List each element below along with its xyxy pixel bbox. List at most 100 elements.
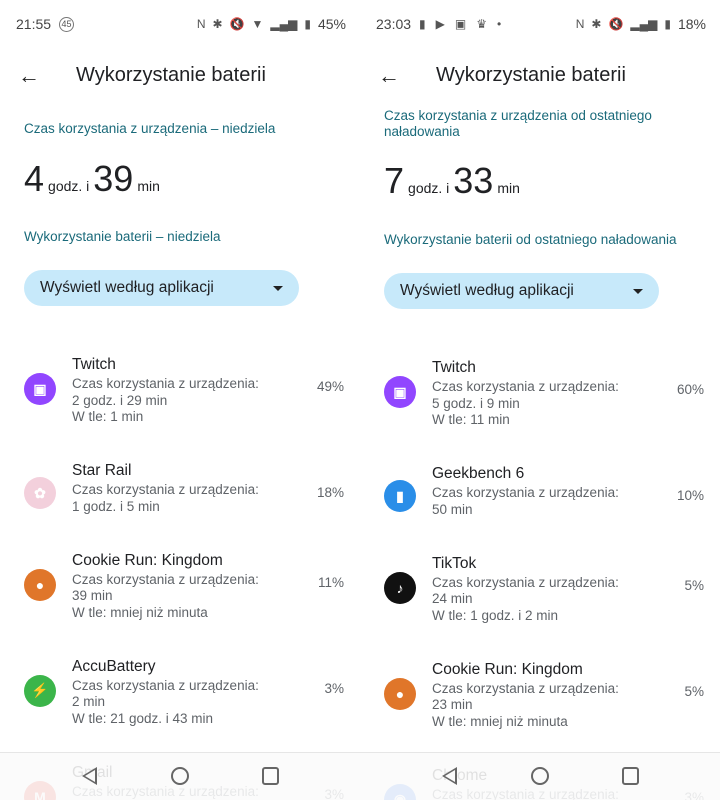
wifi-icon: ▼ — [251, 17, 264, 31]
app-list: ▣ Twitch Czas korzystania z urządzenia: 2 … — [0, 355, 360, 800]
app-usage-item[interactable]: ● Cookie Run: Kingdom Czas korzystania z … — [360, 660, 720, 731]
back-triangle-icon — [442, 767, 457, 785]
notification-icon: ▮ — [419, 17, 426, 31]
usage-detail: 24 min — [432, 591, 473, 607]
mute-icon: 🔇 — [608, 17, 624, 31]
dropdown-label: Wyświetl według aplikacji — [40, 279, 214, 296]
minutes-unit: min — [497, 180, 520, 196]
app-name: Cookie Run: Kingdom — [432, 660, 583, 678]
home-nav-button[interactable] — [531, 767, 551, 787]
usage-detail: 23 min — [432, 697, 473, 713]
geekbench-icon: ▮ — [384, 480, 416, 513]
battery-icon: ▮ — [664, 17, 671, 31]
recents-nav-button[interactable] — [262, 767, 282, 787]
battery-percent-usage: 5% — [684, 577, 704, 593]
usage-detail: Czas korzystania z urządzenia: — [72, 376, 259, 391]
app-name: Twitch — [72, 356, 116, 373]
battery-usage-screen: 23:03 ▮ ▶ ▣ ♛ • N ✱ 🔇 ▂▄▆ ▮ 18% ← Wykorzystanie bat… — [360, 0, 720, 800]
usage-detail: Czas korzystania z urządzenia: — [432, 680, 619, 696]
dropdown-arrow-icon — [273, 285, 283, 291]
usage-detail: Czas korzystania z urządzenia: — [432, 379, 619, 394]
twitch-icon: ▣ — [384, 376, 416, 408]
app-name: Star Rail — [72, 462, 132, 480]
minutes-value: 39 — [93, 158, 134, 199]
battery-percent-usage: 11% — [317, 574, 344, 590]
back-nav-button[interactable] — [82, 767, 102, 787]
hours-value: 7 — [384, 160, 405, 201]
app-name: AccuBattery — [72, 657, 156, 675]
usage-detail: W tle: 1 godz. i 2 min — [432, 607, 559, 623]
dropdown-arrow-icon — [633, 288, 643, 294]
cookie-run-icon: ● — [384, 677, 416, 710]
battery-usage-screen: 21:55 45 N ✱ 🔇 ▼ ▂▄▆ ▮ 45% ← Wykorzystanie bater… — [0, 14, 360, 800]
tiktok-icon: ♪ — [384, 571, 416, 604]
app-usage-item[interactable]: ♪ TikTok Czas korzystania z urządzenia: 24… — [360, 554, 720, 625]
app-usage-item[interactable]: ▮ Geekbench 6 Czas korzystania z urządzen… — [360, 464, 720, 518]
status-time: 21:55 — [16, 16, 52, 32]
app-name: TikTok — [432, 554, 477, 572]
crown-icon: ♛ — [476, 17, 487, 31]
app-usage-item[interactable]: ● Cookie Run: Kingdom Czas korzystania z … — [0, 551, 360, 622]
dot-icon: • — [497, 17, 502, 31]
screen-time-label: Czas korzystania z urządzenia – niedziel… — [24, 121, 276, 136]
home-circle-icon — [171, 767, 189, 785]
battery-percent-usage: 5% — [684, 683, 704, 699]
minutes-unit: min — [137, 178, 160, 194]
usage-detail: 2 godz. i 29 min — [72, 392, 168, 408]
home-nav-button[interactable] — [171, 767, 191, 787]
star-rail-icon: ✿ — [24, 477, 56, 510]
app-usage-item[interactable]: ▣ Twitch Czas korzystania z urządzenia: 2 … — [0, 355, 360, 426]
twitch-icon: ▣ — [24, 373, 56, 405]
status-bar: 23:03 ▮ ▶ ▣ ♛ • N ✱ 🔇 ▂▄▆ ▮ 18% — [376, 14, 706, 34]
usage-detail: W tle: 21 godz. i 43 min — [72, 711, 214, 727]
status-bar: 21:55 45 N ✱ 🔇 ▼ ▂▄▆ ▮ 45% — [16, 14, 346, 34]
bluetooth-icon: ✱ — [591, 17, 602, 31]
minutes-value: 33 — [453, 160, 494, 201]
usage-detail: 50 min — [432, 501, 473, 517]
app-name: Geekbench 6 — [432, 465, 525, 483]
usage-detail: W tle: mniej niż minuta — [72, 604, 208, 620]
bluetooth-icon: ✱ — [212, 17, 223, 31]
battery-percent-usage: 49% — [316, 379, 344, 394]
battery-icon: ▮ — [304, 17, 311, 31]
app-name: Cookie Run: Kingdom — [72, 551, 223, 569]
back-arrow-icon[interactable]: ← — [378, 63, 400, 88]
recents-nav-button[interactable] — [622, 767, 642, 787]
accubattery-icon: ⚡ — [24, 674, 56, 707]
usage-detail: 2 min — [72, 694, 106, 710]
screen-time-label: Czas korzystania z urządzenia od ostatni… — [384, 108, 652, 139]
battery-percent-usage: 10% — [676, 488, 704, 504]
lte-signal-icon: ▂▄▆ — [630, 17, 658, 31]
home-circle-icon — [531, 767, 549, 785]
hours-value: 4 — [24, 158, 45, 199]
app-usage-item[interactable]: ⚡ AccuBattery Czas korzystania z urządzen… — [0, 657, 360, 728]
signal-icon: ▂▄▆ — [270, 17, 298, 31]
youtube-icon: ▶ — [435, 17, 445, 31]
back-arrow-icon[interactable]: ← — [18, 63, 40, 88]
hours-unit: godz. i — [48, 178, 90, 194]
screen-time-value: 7 godz. i 33 min — [384, 160, 520, 202]
usage-detail: Czas korzystania z urządzenia: — [432, 574, 619, 590]
usage-detail: W tle: 1 min — [72, 409, 144, 425]
status-time: 23:03 — [376, 16, 412, 32]
nfc-icon: N — [196, 17, 206, 31]
usage-detail: Czas korzystania z urządzenia: — [432, 485, 619, 501]
mute-icon: 🔇 — [229, 17, 245, 31]
app-name: Twitch — [432, 359, 476, 376]
app-usage-item[interactable]: ▣ Twitch Czas korzystania z urządzenia: 5 … — [360, 358, 720, 429]
battery-percent: 45% — [317, 16, 346, 32]
app-usage-item[interactable]: ✿ Star Rail Czas korzystania z urządzenia… — [0, 461, 360, 515]
usage-detail: 39 min — [72, 588, 113, 604]
battery-percent-usage: 18% — [316, 485, 344, 501]
view-by-app-dropdown[interactable]: Wyświetl według aplikacji — [24, 270, 299, 306]
usage-detail: 1 godz. i 5 min — [72, 498, 160, 514]
view-by-app-dropdown[interactable]: Wyświetl według aplikacji — [384, 273, 659, 309]
battery-usage-label: Wykorzystanie baterii od ostatniego nała… — [384, 232, 677, 247]
battery-percent: 18% — [677, 16, 706, 32]
page-title: Wykorzystanie baterii — [76, 64, 266, 86]
battery-usage-label: Wykorzystanie baterii – niedziela — [24, 229, 221, 244]
usage-detail: Czas korzystania z urządzenia: — [72, 482, 259, 498]
recents-square-icon — [262, 767, 279, 785]
notification-count-badge: 45 — [59, 16, 75, 32]
back-nav-button[interactable] — [442, 767, 462, 787]
